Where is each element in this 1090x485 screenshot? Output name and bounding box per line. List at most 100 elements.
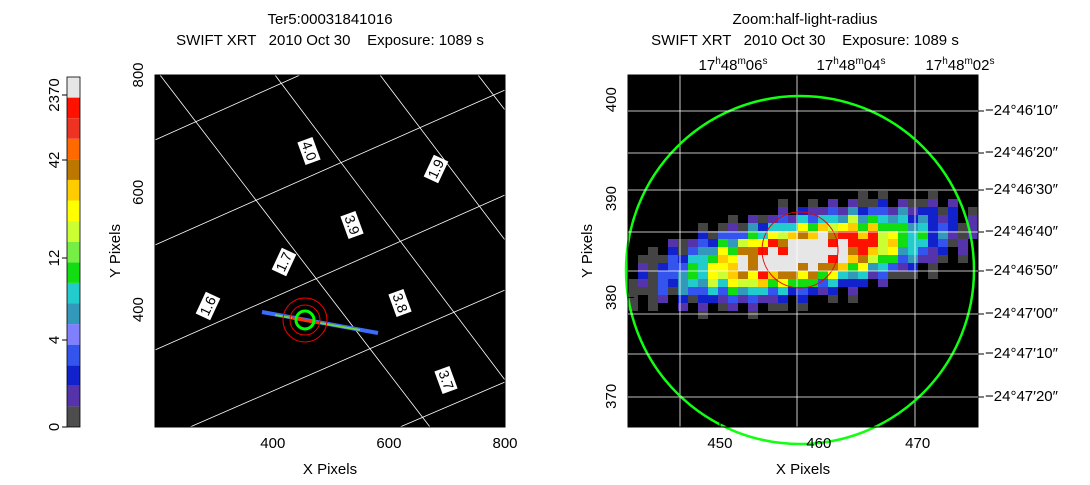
ra-label: 17h48m02s (926, 56, 995, 74)
ra-label-part: 04 (864, 57, 881, 74)
heatmap-cell (738, 239, 748, 247)
heatmap-cell (668, 247, 678, 255)
heatmap-cell (648, 279, 658, 287)
heatmap-cell (688, 287, 698, 295)
heatmap-cell (748, 255, 758, 263)
heatmap-cell (928, 199, 938, 207)
heatmap-cell (928, 247, 938, 255)
heatmap-cell (868, 263, 878, 271)
ra-label-part: s (880, 56, 885, 67)
half-light-circle (624, 94, 976, 446)
heatmap-cell (828, 279, 838, 287)
heatmap-cell (808, 207, 818, 215)
dec-label: −24°47′00″ (985, 305, 1059, 322)
colorbar-tick-label: 0 (46, 423, 63, 431)
heatmap-cell (698, 271, 708, 279)
heatmap-cell (928, 263, 938, 271)
ra-label: 17h48m04s (817, 56, 886, 74)
heatmap-cell (808, 215, 818, 223)
heatmap-cell (718, 279, 728, 287)
heatmap-cell (708, 287, 718, 295)
colorbar-segment (67, 385, 80, 407)
heatmap-cell (808, 263, 818, 271)
heatmap-cell (848, 271, 858, 279)
heatmap-cell (688, 247, 698, 255)
grid-label-text: 3.8 (389, 291, 411, 315)
heatmap-cell (798, 271, 808, 279)
heatmap-cell (858, 247, 868, 255)
heatmap-cell (838, 263, 848, 271)
heatmap-cell (678, 271, 688, 279)
heatmap-cell (828, 231, 838, 239)
grid-label-box (388, 288, 412, 318)
heatmap-cell (858, 191, 868, 199)
heatmap-cell (878, 279, 888, 287)
heatmap-cell (758, 247, 768, 255)
heatmap-cell (718, 263, 728, 271)
heatmap-cell (798, 215, 808, 223)
source-streak (261, 297, 379, 343)
heatmap-cell (718, 255, 728, 263)
heatmap-cell (888, 215, 898, 223)
heatmap-cell (848, 247, 858, 255)
heatmap-cell (948, 199, 958, 207)
heatmap-cell (648, 255, 658, 263)
ra-label-part: h (715, 56, 721, 67)
heatmap-cell (888, 263, 898, 271)
heatmap-cell (918, 247, 928, 255)
heatmap-cell (658, 271, 668, 279)
heatmap-cell (848, 207, 858, 215)
heatmap-cell (728, 287, 738, 295)
grid-label: 3.7 (434, 365, 458, 395)
heatmap (628, 191, 978, 319)
heatmap-cell (698, 255, 708, 263)
heatmap-cell (708, 247, 718, 255)
heatmap-cell (678, 255, 688, 263)
heatmap-cell (918, 231, 928, 239)
axes: 400 600 800 400 600 800 450 460 470 370 380 390 400 1… (130, 56, 1059, 452)
heatmap-cell (708, 271, 718, 279)
heatmap-cell (718, 271, 728, 279)
heatmap-cell (868, 223, 878, 231)
heatmap-cell (948, 207, 958, 215)
heatmap-cell (718, 303, 728, 311)
heatmap-cell (748, 239, 758, 247)
heatmap-cell (908, 263, 918, 271)
heatmap-cell (938, 255, 948, 263)
heatmap-cell (958, 231, 968, 239)
heatmap-cell (798, 239, 808, 247)
heatmap-cell (948, 231, 958, 239)
left-ylabel: Y Pixels (107, 224, 124, 278)
colorbar-segment (67, 77, 80, 98)
heatmap-cell (738, 263, 748, 271)
heatmap-cell (648, 303, 658, 311)
dec-label: −24°46′40″ (985, 223, 1059, 240)
grid-label-text: 4.0 (298, 139, 320, 163)
heatmap-cell (928, 231, 938, 239)
heatmap-cell (718, 287, 728, 295)
heatmap-cell (708, 295, 718, 303)
heatmap-cell (838, 255, 848, 263)
grid-label-box (195, 291, 221, 321)
heatmap-cell (948, 239, 958, 247)
heatmap-cell (918, 255, 928, 263)
heatmap-cell (798, 255, 808, 263)
dec-label: −24°46′30″ (985, 181, 1059, 198)
grid-label-text: 1.9 (424, 156, 447, 181)
heatmap-cell (718, 223, 728, 231)
right-ylabel: Y Pixels (579, 224, 596, 278)
colorbar-segment (67, 365, 80, 386)
heatmap-cell (908, 271, 918, 279)
heatmap-cell (878, 239, 888, 247)
x-tick-label: 600 (376, 435, 401, 452)
heatmap-cell (868, 239, 878, 247)
heatmap-cell (808, 287, 818, 295)
heatmap-cell (678, 279, 688, 287)
heatmap-cell (818, 263, 828, 271)
heatmap-cell (778, 303, 788, 311)
colorbar-tick-label: 2370 (46, 78, 63, 111)
heatmap-cell (768, 287, 778, 295)
heatmap-cell (938, 239, 948, 247)
ra-label-part: m (964, 56, 972, 67)
heatmap-cell (898, 263, 908, 271)
